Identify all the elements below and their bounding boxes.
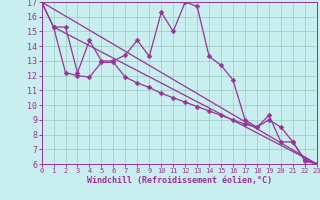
X-axis label: Windchill (Refroidissement éolien,°C): Windchill (Refroidissement éolien,°C): [87, 176, 272, 185]
